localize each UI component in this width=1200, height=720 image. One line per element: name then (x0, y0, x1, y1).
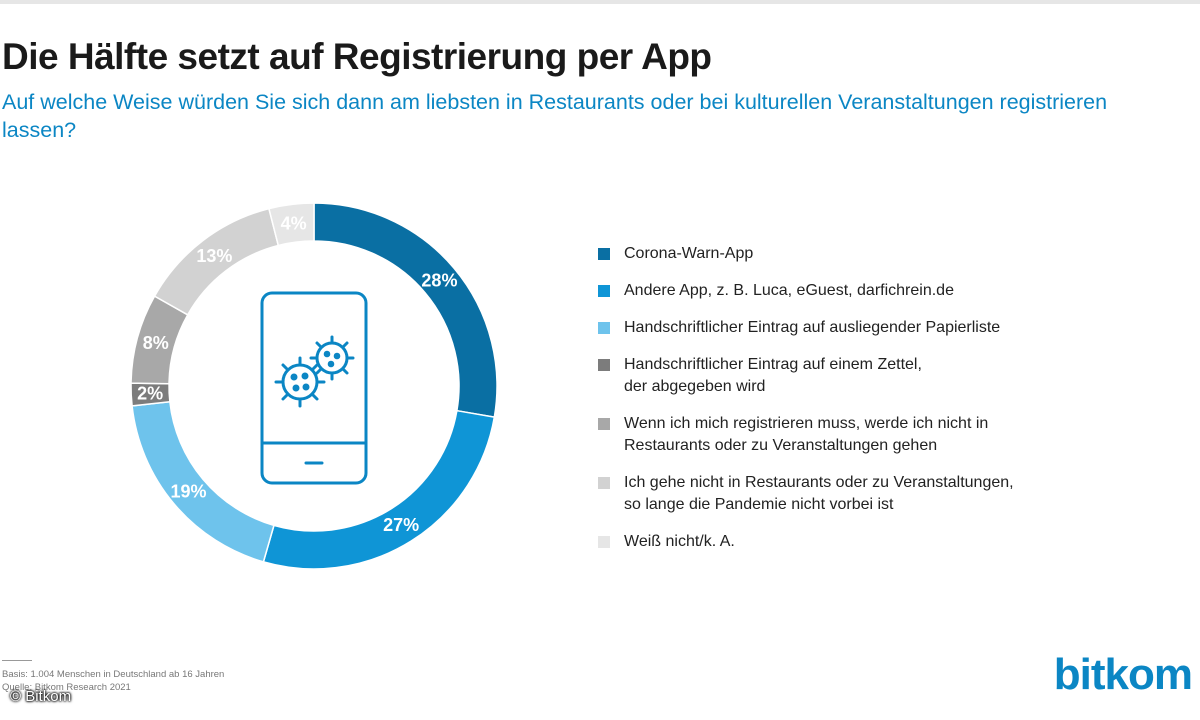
virus-icon-large (274, 356, 326, 408)
slice-label-1: 27% (383, 515, 419, 535)
legend-swatch (598, 477, 610, 489)
donut-slice-6 (268, 202, 315, 247)
legend-label: Corona-Warn-App (624, 245, 754, 262)
chart-subtitle: Auf welche Weise würden Sie sich dann am… (2, 90, 1108, 142)
legend-label: Ich gehe nicht in Restaurants oder zu Ve… (624, 474, 1014, 491)
footnote: Basis: 1.004 Menschen in Deutschland ab … (2, 668, 224, 694)
slice-label-3: 2% (137, 384, 163, 404)
legend-item-nicht-gehen: Wenn ich mich registrieren muss, werde i… (598, 413, 1084, 457)
legend-label: Andere App, z. B. Luca, eGuest, darfichr… (624, 282, 954, 299)
legend-swatch (598, 359, 610, 371)
slice-label-4: 8% (143, 333, 169, 353)
legend-label: Handschriftlicher Eintrag auf ausliegend… (624, 319, 1001, 336)
legend-item-zettel: Handschriftlicher Eintrag auf einem Zett… (598, 354, 1084, 398)
slice-label-2: 19% (171, 482, 207, 502)
legend-label-cont: so lange die Pandemie nicht vorbei ist (624, 496, 894, 513)
donut-chart: 28% 27% 19% 2% 8% 13% 4% (130, 202, 498, 570)
legend-label: Handschriftlicher Eintrag auf einem Zett… (624, 356, 922, 373)
bitkom-logo: bitkom (1053, 650, 1193, 699)
chart-title: Die Hälfte setzt auf Registrierung per A… (2, 36, 712, 77)
legend-swatch (598, 418, 610, 430)
legend-label-cont: Restaurants oder zu Veranstaltungen gehe… (624, 437, 938, 454)
footnote-source: Quelle: Bitkom Research 2021 (2, 682, 131, 693)
legend-item-andere-app: Andere App, z. B. Luca, eGuest, darfichr… (598, 280, 1084, 302)
copyright-watermark: © Bitkom (10, 688, 72, 705)
legend-swatch (598, 285, 610, 297)
slice-label-6: 4% (281, 213, 307, 233)
slice-label-0: 28% (421, 270, 457, 290)
legend-swatch (598, 248, 610, 260)
donut-slices (130, 202, 498, 570)
legend-item-pandemie: Ich gehe nicht in Restaurants oder zu Ve… (598, 472, 1084, 516)
legend-label: Weiß nicht/k. A. (624, 533, 735, 550)
slice-labels: 28% 27% 19% 2% 8% 13% 4% (137, 213, 457, 535)
donut-slice-0 (313, 202, 498, 419)
footnote-basis: Basis: 1.004 Menschen in Deutschland ab … (2, 669, 225, 680)
legend-label: Wenn ich mich registrieren muss, werde i… (624, 415, 989, 432)
legend-swatch (598, 322, 610, 334)
legend-item-weiss-nicht: Weiß nicht/k. A. (598, 531, 1084, 553)
donut-slice-1 (262, 409, 496, 570)
smartphone-with-virus-icon (260, 291, 368, 485)
footnote-divider (2, 660, 32, 661)
virus-icon-small (309, 335, 355, 381)
top-rule (0, 0, 1200, 4)
chart-legend: Corona-Warn-App Andere App, z. B. Luca, … (598, 243, 1084, 568)
legend-label-cont: der abgegeben wird (624, 378, 766, 395)
legend-item-papierliste: Handschriftlicher Eintrag auf ausliegend… (598, 317, 1084, 339)
legend-item-corona-warn-app: Corona-Warn-App (598, 243, 1084, 265)
legend-swatch (598, 536, 610, 548)
slice-label-5: 13% (196, 246, 232, 266)
